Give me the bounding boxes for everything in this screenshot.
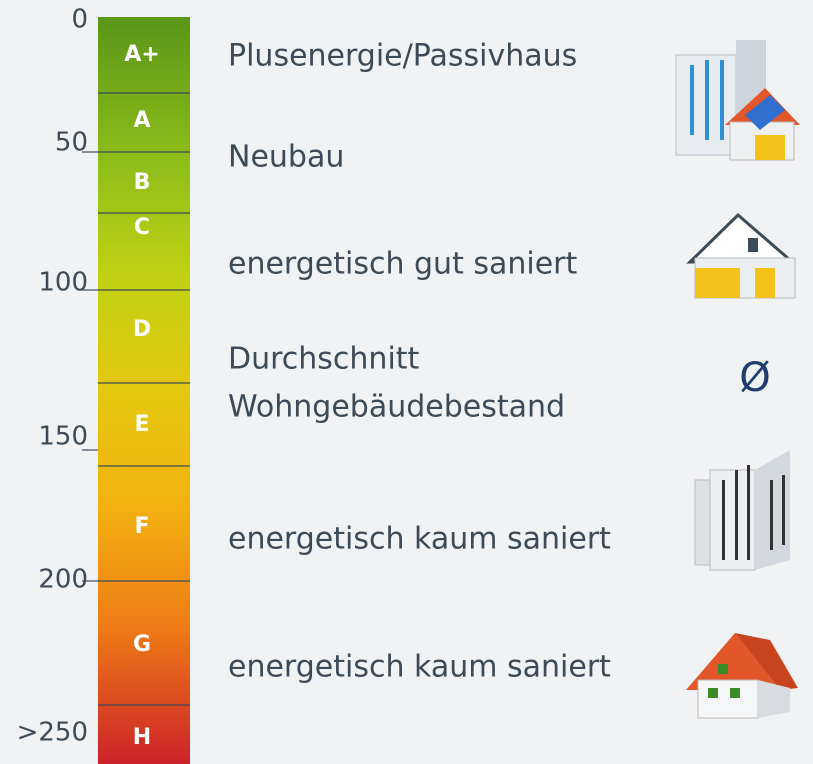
class-description: Wohngebäudebestand	[228, 390, 565, 425]
class-description: energetisch kaum saniert	[228, 522, 611, 557]
scale-label: 100	[38, 268, 88, 298]
class-description: energetisch kaum saniert	[228, 650, 611, 685]
scale-label: 0	[71, 5, 88, 35]
icon-passive-house	[676, 40, 800, 160]
class-label: F	[134, 514, 149, 539]
scale-label: 200	[38, 565, 88, 595]
class-label: H	[133, 725, 151, 750]
class-label: E	[134, 412, 149, 437]
class-label: A+	[124, 42, 159, 67]
class-label: G	[133, 632, 151, 657]
icon-renovated-house	[690, 215, 795, 298]
scale-label: 150	[38, 422, 88, 452]
energy-scale: Ø 0 50 100 150 200 >250 A+ Plusenergie/Passivha…	[0, 0, 813, 764]
average-symbol: Ø	[739, 355, 770, 401]
class-label: C	[134, 215, 150, 240]
scale-label: >250	[17, 718, 88, 748]
class-description: energetisch gut saniert	[228, 247, 578, 282]
class-label: A	[133, 108, 150, 133]
icon-apartment-block	[695, 450, 790, 570]
class-description: Durchschnitt	[228, 342, 420, 377]
class-label: D	[133, 317, 151, 342]
scale-label: 50	[55, 128, 88, 158]
icon-old-house	[686, 633, 798, 718]
class-description: Neubau	[228, 140, 344, 175]
class-label: B	[134, 170, 151, 195]
class-description: Plusenergie/Passivhaus	[228, 39, 577, 74]
